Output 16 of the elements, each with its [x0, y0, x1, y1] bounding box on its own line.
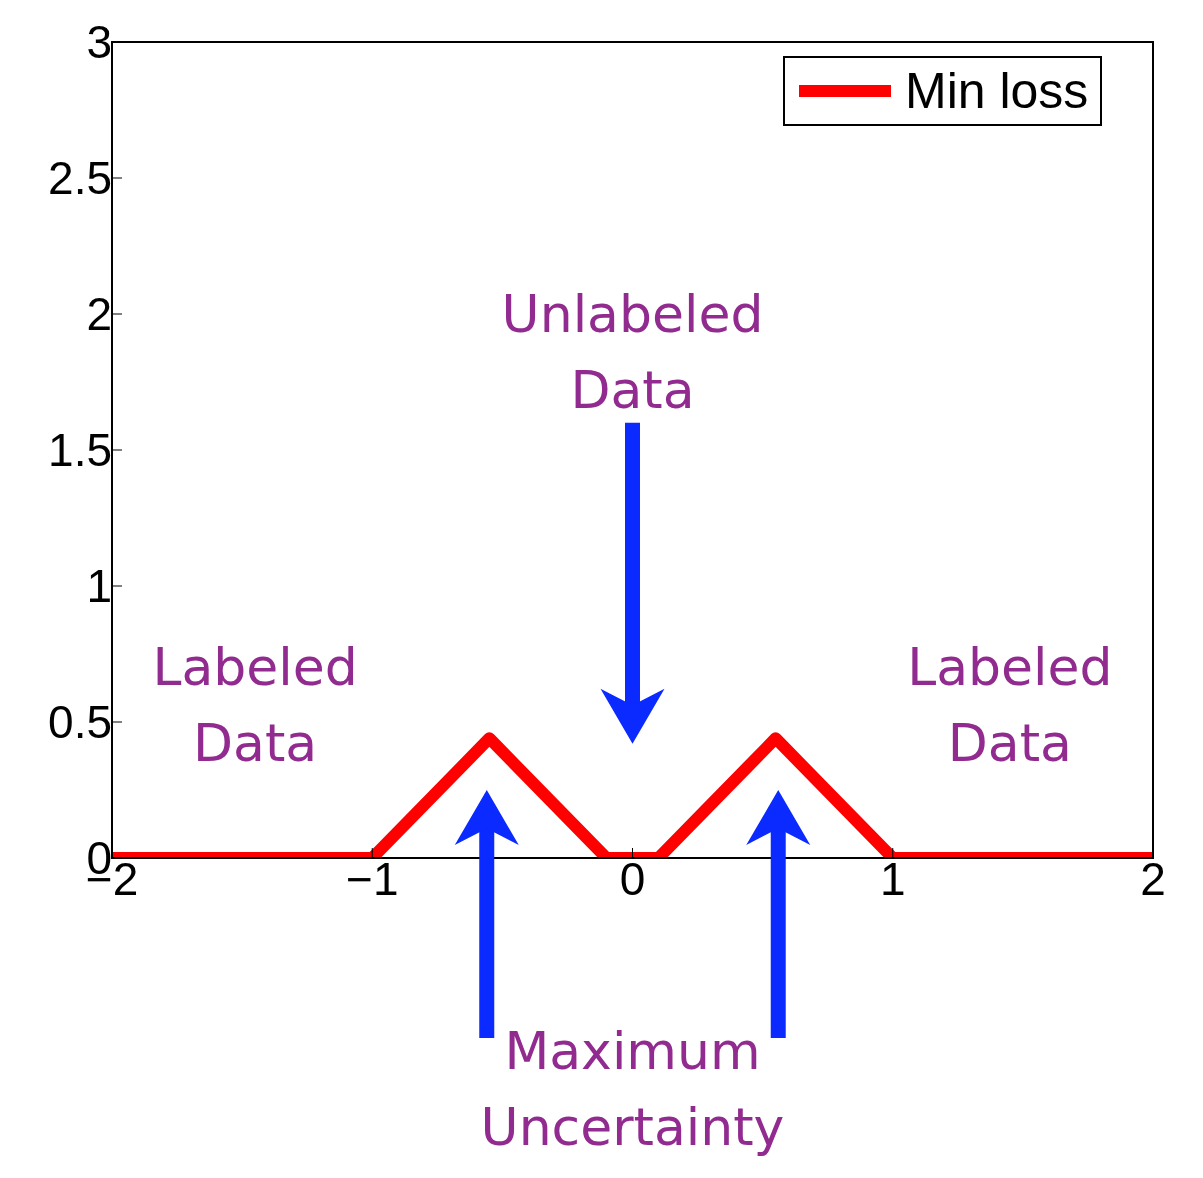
annotation: Labeled Data: [152, 637, 358, 774]
x-tick-label: −1: [346, 852, 399, 905]
legend-label: Min loss: [905, 62, 1089, 120]
y-tick-label: 0.5: [48, 696, 112, 749]
y-tick-label: 2.5: [48, 152, 112, 205]
y-tick-label: 3: [86, 16, 112, 69]
x-tick-label: 2: [1140, 852, 1166, 905]
annotation: Unlabeled Data: [500, 282, 765, 422]
y-tick-label: 1.5: [48, 424, 112, 477]
legend: Min loss: [783, 56, 1103, 126]
annotation: Labeled Data: [906, 636, 1114, 776]
y-tick-label: 1: [86, 560, 112, 613]
text: Maximum Uncertainty: [479, 1020, 786, 1159]
x-tick-label: 1: [879, 852, 906, 905]
y-tick-label: 2: [86, 288, 112, 341]
x-tick-label: 0: [619, 852, 646, 905]
